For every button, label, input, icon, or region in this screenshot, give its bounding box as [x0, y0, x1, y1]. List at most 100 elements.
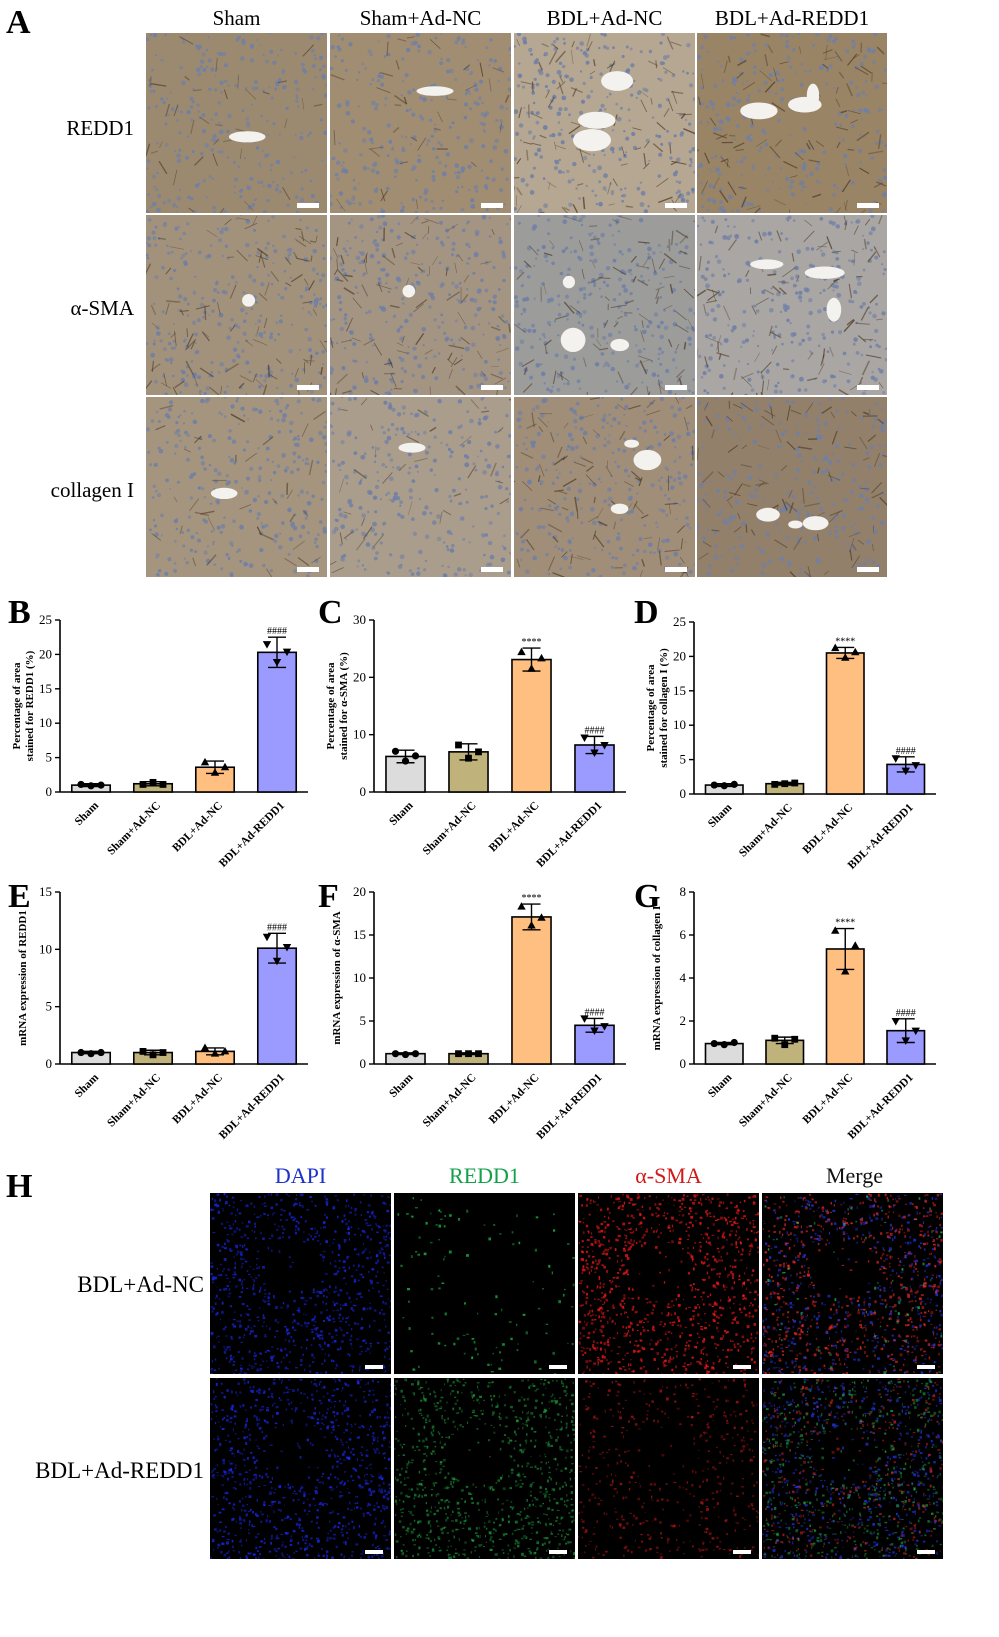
- data-point: [891, 755, 900, 763]
- data-point: [210, 1049, 220, 1057]
- if-image-alpha-sma-bdl-ad-redd1: [578, 1378, 759, 1559]
- y-tick-label: 10: [353, 727, 366, 742]
- scale-bar: [733, 1365, 751, 1369]
- data-point: [465, 1050, 472, 1058]
- ihc-image-redd1-sham-ad-nc: [330, 33, 511, 213]
- significance-marker: ####: [896, 1008, 916, 1019]
- data-point: [911, 1027, 920, 1036]
- y-tick-label: 5: [46, 750, 53, 765]
- data-point: [590, 749, 599, 757]
- panel-letter-g: G: [634, 878, 661, 915]
- panel-h-column-dapi: DAPI: [274, 1163, 327, 1188]
- y-tick-label: 15: [39, 884, 52, 899]
- scale-bar: [365, 1550, 383, 1554]
- data-point: [149, 778, 157, 786]
- y-axis-label: stained for collagen I (%): [658, 648, 670, 768]
- scale-bar: [481, 203, 503, 208]
- scale-bar: [297, 385, 319, 390]
- y-axis-label: stained for α-SMA (%): [338, 652, 350, 760]
- data-point: [517, 902, 526, 910]
- y-tick-label: 8: [680, 884, 687, 899]
- data-point: [200, 1043, 210, 1051]
- y-axis-label: Percentage of area: [11, 662, 23, 749]
- y-tick-label: 20: [353, 669, 366, 684]
- x-category-label: BDL+Ad-REDD1: [217, 799, 287, 869]
- data-point: [831, 643, 840, 652]
- significance-marker: ####: [267, 626, 287, 637]
- data-point: [720, 1041, 728, 1049]
- panel-a-row-alpha-sma: α-SMA: [70, 296, 134, 320]
- y-tick-label: 5: [360, 1013, 367, 1028]
- panel-a-row-collagen-i: collagen I: [50, 478, 134, 502]
- ihc-image-collagen-i-sham-ad-nc: [330, 397, 511, 577]
- data-point: [710, 1039, 718, 1048]
- y-tick-label: 20: [39, 646, 52, 661]
- data-point: [600, 741, 609, 750]
- x-category-label: Sham+Ad-NC: [105, 800, 163, 858]
- y-tick-label: 20: [673, 648, 686, 663]
- if-image-alpha-sma-bdl-ad-nc: [578, 1193, 759, 1374]
- data-point: [517, 647, 526, 656]
- significance-marker: ####: [896, 746, 916, 757]
- data-point: [710, 781, 718, 789]
- scale-bar: [481, 385, 503, 390]
- if-image-merge-bdl-ad-nc: [762, 1193, 943, 1374]
- bar-bdl-ad-redd1: [256, 947, 298, 1065]
- panel-h-row-bdl-ad-redd1: BDL+Ad-REDD1: [35, 1458, 204, 1483]
- panel-letter-b: B: [8, 594, 31, 631]
- y-tick-label: 0: [360, 784, 367, 799]
- if-image-redd1-bdl-ad-nc: [394, 1193, 575, 1374]
- panel-letter-f: F: [318, 878, 339, 915]
- scale-bar: [297, 203, 319, 208]
- y-tick-label: 6: [680, 927, 687, 942]
- y-tick-label: 25: [39, 612, 52, 627]
- data-point: [149, 1051, 157, 1059]
- y-axis-label: mRNA expression of collagen I: [651, 906, 663, 1051]
- scale-bar: [297, 567, 319, 572]
- data-point: [139, 1047, 147, 1055]
- ihc-image-collagen-i-bdl-ad-nc: [514, 397, 695, 577]
- data-point: [411, 752, 420, 760]
- y-tick-label: 15: [353, 927, 366, 942]
- panel-letter-d: D: [634, 594, 659, 631]
- ihc-image-alpha-sma-bdl-ad-redd1: [697, 215, 887, 395]
- x-category-label: Sham: [73, 1071, 102, 1100]
- data-point: [262, 933, 272, 942]
- ihc-image-alpha-sma-bdl-ad-nc: [514, 215, 695, 395]
- data-point: [791, 1035, 799, 1043]
- chart-f: 0 5 10 15 20 mRNA expression of α-SMA Sham Sham…: [331, 884, 626, 1142]
- significance-marker: ****: [522, 893, 542, 904]
- x-category-label: BDL+Ad-NC: [801, 1072, 856, 1127]
- data-point: [401, 1050, 410, 1059]
- data-point: [475, 1050, 482, 1058]
- x-category-label: BDL+Ad-NC: [487, 1072, 542, 1127]
- data-point: [87, 1050, 95, 1058]
- data-point: [590, 1027, 599, 1035]
- x-category-label: BDL+Ad-REDD1: [846, 1071, 916, 1141]
- data-point: [831, 926, 840, 934]
- data-point: [781, 780, 789, 788]
- x-category-label: Sham: [387, 1071, 416, 1100]
- data-point: [87, 782, 95, 790]
- data-point: [720, 782, 728, 790]
- data-point: [851, 941, 860, 949]
- scale-bar: [365, 1365, 383, 1369]
- data-point: [527, 664, 536, 672]
- data-point: [159, 1049, 167, 1056]
- significance-marker: ####: [585, 1007, 605, 1018]
- significance-marker: ****: [835, 636, 855, 647]
- ihc-image-collagen-i-sham: [146, 397, 327, 577]
- x-category-label: BDL+Ad-REDD1: [535, 799, 605, 869]
- data-point: [411, 1050, 420, 1058]
- data-point: [391, 747, 400, 755]
- scale-bar: [665, 385, 687, 390]
- x-category-label: BDL+Ad-NC: [801, 802, 856, 857]
- ihc-image-collagen-i-bdl-ad-redd1: [697, 397, 887, 577]
- data-point: [580, 1015, 589, 1023]
- significance-marker: ****: [522, 637, 542, 648]
- panel-letter-e: E: [8, 878, 31, 915]
- x-category-label: Sham: [73, 799, 102, 828]
- bar-bdl-ad-nc: [511, 658, 552, 793]
- panel-h-column-alpha-sma: α-SMA: [635, 1163, 702, 1188]
- panel-h-row-bdl-ad-nc: BDL+Ad-NC: [77, 1272, 204, 1297]
